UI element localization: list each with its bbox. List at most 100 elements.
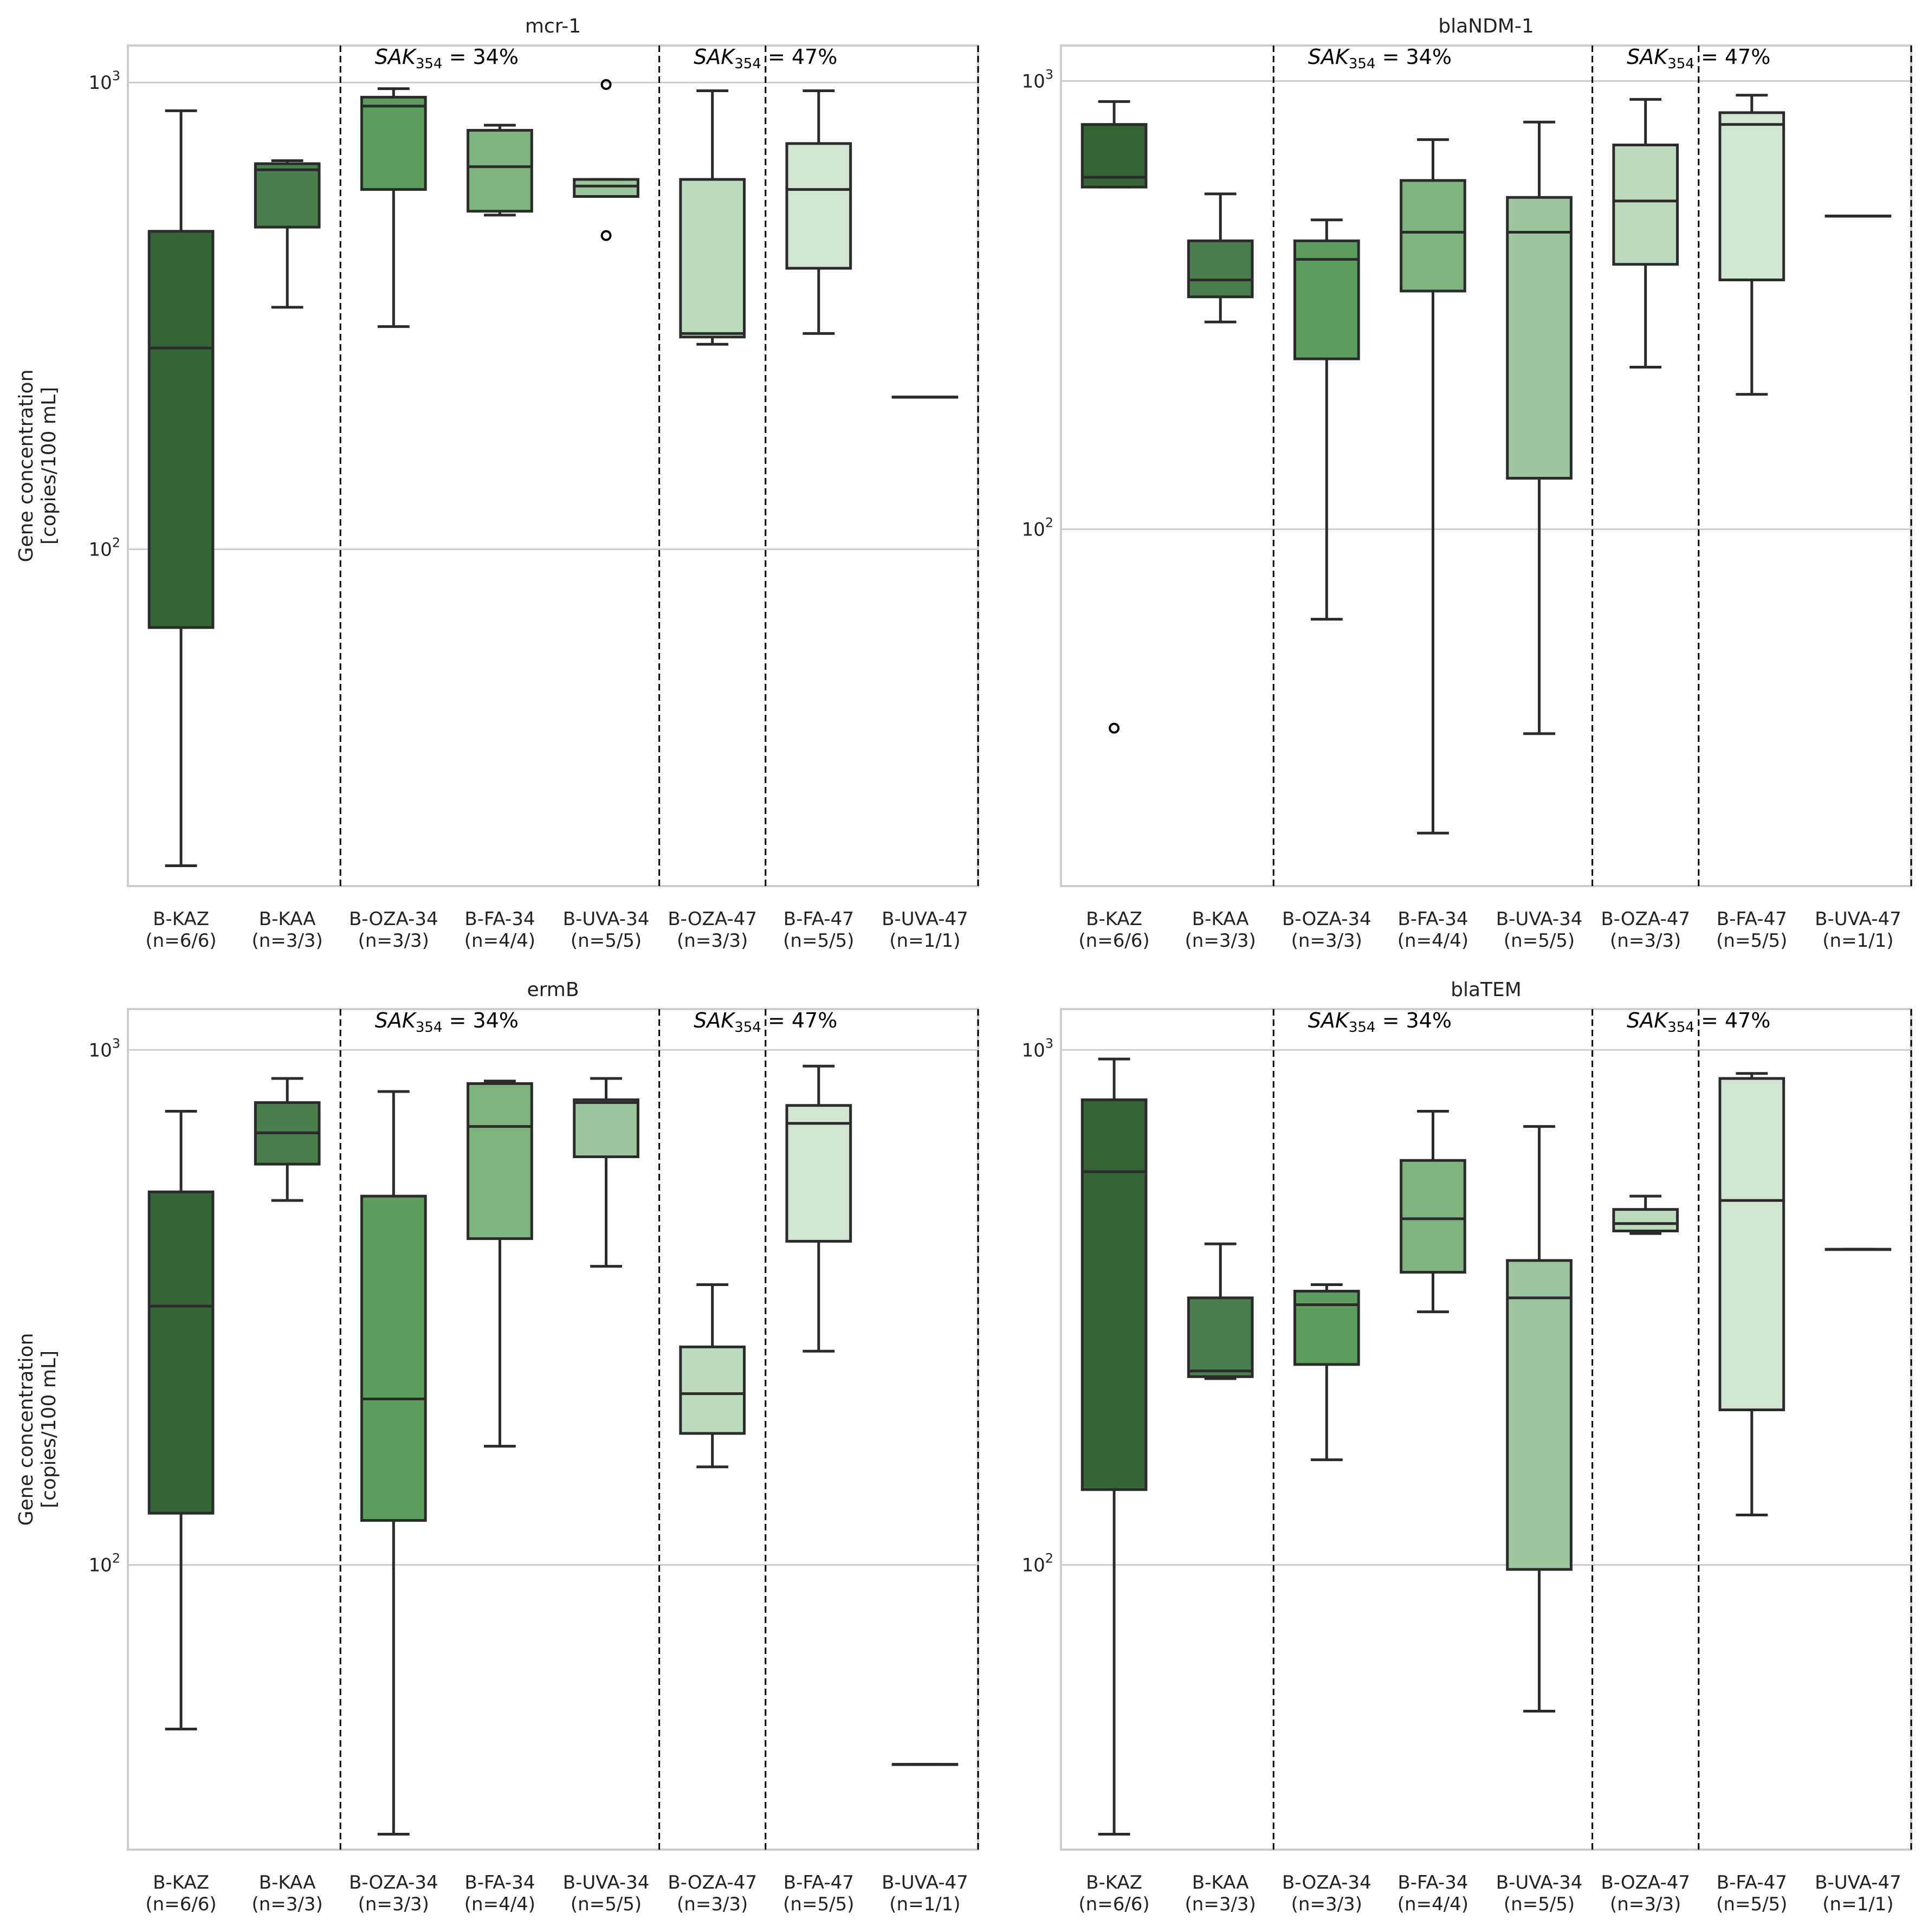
x-tick-count: (n=4/4) [1398,1894,1468,1915]
x-tick-label: B-UVA-47 [882,1872,968,1894]
x-tick-count: (n=5/5) [571,1894,642,1915]
box-b-kaz: B-KAZ(n=6/6) [145,109,217,952]
y-tick-label: 103 [1021,1036,1053,1061]
x-tick-label: B-OZA-47 [1601,1872,1690,1894]
iqr-box [1612,1208,1679,1232]
box-b-oza-34: B-OZA-34(n=3/3) [1282,1283,1371,1915]
y-tick-label: 103 [88,1036,120,1061]
iqr-box [785,1104,852,1243]
box-b-fa-34: B-FA-34(n=4/4) [464,124,535,952]
x-tick-count: (n=4/4) [1398,930,1468,952]
panel-1: 102 103 blaNDM-1 SAK354 = 34% SAK354 = 47% B-… [1021,15,1912,952]
box-b-oza-47: B-OZA-47(n=3/3) [668,89,757,952]
box-b-oza-47: B-OZA-47(n=3/3) [668,1283,757,1915]
box-b-uva-34: B-UVA-34(n=5/5) [1496,1125,1582,1915]
x-tick-count: (n=3/3) [252,930,323,952]
box-b-uva-34: B-UVA-34(n=5/5) [1496,120,1583,952]
x-tick-label: B-UVA-34 [1496,908,1583,930]
box-b-kaz: B-KAZ(n=6/6) [1078,100,1150,952]
plot-frame [1060,44,1912,887]
x-tick-label: B-FA-34 [1398,908,1468,930]
x-tick-label: B-KAA [1192,1872,1249,1894]
box-b-kaz: B-KAZ(n=6/6) [1078,1057,1150,1915]
x-tick-label: B-FA-47 [784,1872,854,1894]
box-b-uva-34: B-UVA-34(n=5/5) [563,79,649,952]
iqr-box [360,1194,427,1522]
x-tick-count: (n=3/3) [1185,930,1256,952]
x-tick-count: (n=3/3) [677,1894,748,1915]
panel-3: 102 103 blaTEM SAK354 = 34% SAK354 = 47% B-KA… [1021,979,1912,1915]
panel-title: mcr-1 [525,15,581,37]
iqr-box [1506,196,1573,480]
x-tick-count: (n=6/6) [1078,1894,1149,1915]
x-tick-label: B-OZA-47 [1601,908,1690,930]
x-tick-label: B-FA-47 [1717,1872,1787,1894]
iqr-box [147,230,215,629]
group-annotation: SAK354 = 34% [375,45,519,72]
x-tick-count: (n=1/1) [1822,1894,1893,1915]
x-tick-label: B-UVA-47 [1815,1872,1901,1894]
group-annotation: SAK354 = 47% [694,1009,837,1036]
iqr-box [679,178,746,339]
x-tick-label: B-OZA-34 [349,908,438,930]
group-annotation: SAK354 = 47% [694,45,837,72]
x-tick-count: (n=3/3) [1610,930,1681,952]
x-tick-count: (n=6/6) [1078,930,1149,952]
x-tick-label: B-KAZ [1086,908,1142,930]
iqr-box [1718,1077,1785,1412]
iqr-box [467,1082,533,1240]
panel-title: ermB [527,979,579,1001]
iqr-box [573,1098,639,1159]
y-axis-label: Gene concentration[copies/100 mL] [15,370,60,563]
y-tick-label: 102 [88,535,120,561]
group-annotation: SAK354 = 34% [375,1009,519,1036]
x-tick-label: B-FA-34 [464,908,535,930]
iqr-box [1612,144,1679,266]
y-tick-label: 102 [88,1551,120,1576]
x-tick-count: (n=3/3) [1185,1894,1256,1915]
plot-frame [1060,1008,1912,1851]
x-tick-label: B-KAZ [1086,1872,1142,1894]
x-tick-count: (n=3/3) [1291,930,1362,952]
x-tick-label: B-UVA-34 [563,1872,650,1894]
x-tick-count: (n=5/5) [783,1894,854,1915]
box-b-uva-47: B-UVA-47(n=1/1) [882,396,968,952]
x-tick-count: (n=3/3) [252,1894,323,1915]
panel-0: 102 103 mcr-1 SAK354 = 34% SAK354 = 47% B-KAZ… [15,15,979,952]
x-tick-count: (n=5/5) [1716,1894,1787,1915]
box-b-oza-47: B-OZA-47(n=3/3) [1601,98,1690,952]
x-tick-count: (n=3/3) [677,930,748,952]
x-tick-count: (n=5/5) [1504,1894,1575,1915]
x-tick-count: (n=5/5) [571,930,642,952]
x-tick-count: (n=3/3) [1610,1894,1681,1915]
x-tick-label: B-KAA [1192,908,1249,930]
group-annotation: SAK354 = 34% [1308,1009,1452,1036]
group-annotation: SAK354 = 47% [1627,1009,1770,1036]
x-tick-count: (n=3/3) [358,930,429,952]
group-annotation: SAK354 = 47% [1627,45,1770,72]
box-b-fa-34: B-FA-34(n=4/4) [1398,1110,1468,1915]
x-tick-count: (n=3/3) [1291,1894,1362,1915]
x-tick-count: (n=3/3) [358,1894,429,1915]
box-b-oza-34: B-OZA-34(n=3/3) [1282,218,1371,952]
box-b-uva-47: B-UVA-47(n=1/1) [882,1763,968,1915]
box-b-kaa: B-KAA(n=3/3) [252,1077,323,1915]
plot-frame [127,1008,979,1851]
box-b-fa-34: B-FA-34(n=4/4) [1398,138,1468,952]
y-tick-label: 103 [88,68,120,94]
x-tick-label: B-KAA [259,908,316,930]
iqr-box [360,95,427,191]
x-tick-count: (n=6/6) [145,930,216,952]
x-tick-count: (n=5/5) [1504,930,1575,952]
x-tick-label: B-OZA-34 [349,1872,438,1894]
group-annotation: SAK354 = 34% [1308,45,1452,72]
x-tick-label: B-UVA-47 [882,908,968,930]
iqr-box [785,142,852,270]
box-b-oza-34: B-OZA-34(n=3/3) [349,87,438,952]
x-tick-count: (n=5/5) [783,930,854,952]
iqr-box [1718,111,1785,282]
x-tick-label: B-FA-34 [464,1872,535,1894]
panel-title: blaTEM [1451,979,1522,1001]
